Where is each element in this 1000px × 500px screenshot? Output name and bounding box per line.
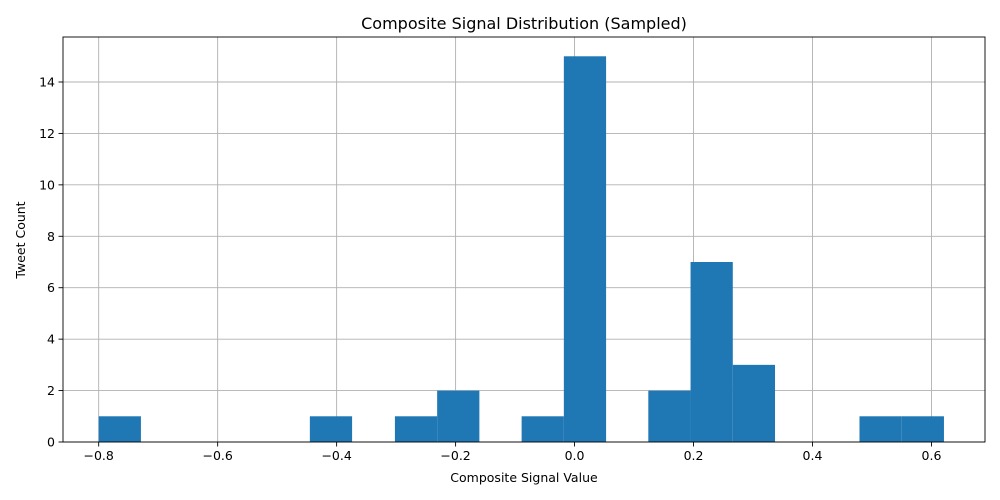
x-tick-label: −0.4 — [321, 448, 351, 463]
histogram-bars — [98, 56, 944, 443]
histogram-bar — [859, 416, 902, 442]
x-tick-label: 0.4 — [803, 448, 823, 463]
histogram-bar — [309, 416, 353, 442]
y-tick-label: 0 — [47, 435, 55, 450]
x-axis-label: Composite Signal Value — [450, 470, 598, 485]
histogram-bar — [98, 416, 141, 442]
histogram-bar — [394, 416, 438, 442]
histogram-bar — [690, 262, 733, 442]
y-tick-label: 6 — [47, 280, 55, 295]
histogram-bar — [648, 390, 691, 442]
plot-frame — [62, 36, 986, 443]
x-tick-label: 0.0 — [565, 448, 585, 463]
axes: −0.8 −0.6 −0.4 −0.2 0.0 0.2 0.4 0.6 0 2 4 6 8 10 12 14 — [39, 36, 986, 463]
y-tick-label: 8 — [47, 229, 55, 244]
y-tick-label: 14 — [39, 75, 55, 90]
x-tick-label: 0.6 — [922, 448, 942, 463]
y-axis-label: Tweet Count — [13, 201, 28, 279]
grid-lines — [63, 37, 985, 443]
y-tick-label: 2 — [47, 383, 55, 398]
y-tick-label: 12 — [39, 126, 55, 141]
histogram-bar — [521, 416, 564, 442]
y-tick-label: 10 — [39, 177, 55, 192]
histogram-bar — [563, 56, 607, 443]
x-tick-label: −0.8 — [84, 448, 114, 463]
x-tick-label: −0.2 — [440, 448, 470, 463]
y-tick-label: 4 — [47, 332, 55, 347]
histogram-bar — [437, 390, 480, 442]
chart-title: Composite Signal Distribution (Sampled) — [361, 14, 687, 33]
x-tick-label: −0.6 — [202, 448, 232, 463]
histogram-bar — [901, 416, 944, 442]
histogram-bar — [732, 364, 776, 442]
x-tick-label: 0.2 — [684, 448, 704, 463]
